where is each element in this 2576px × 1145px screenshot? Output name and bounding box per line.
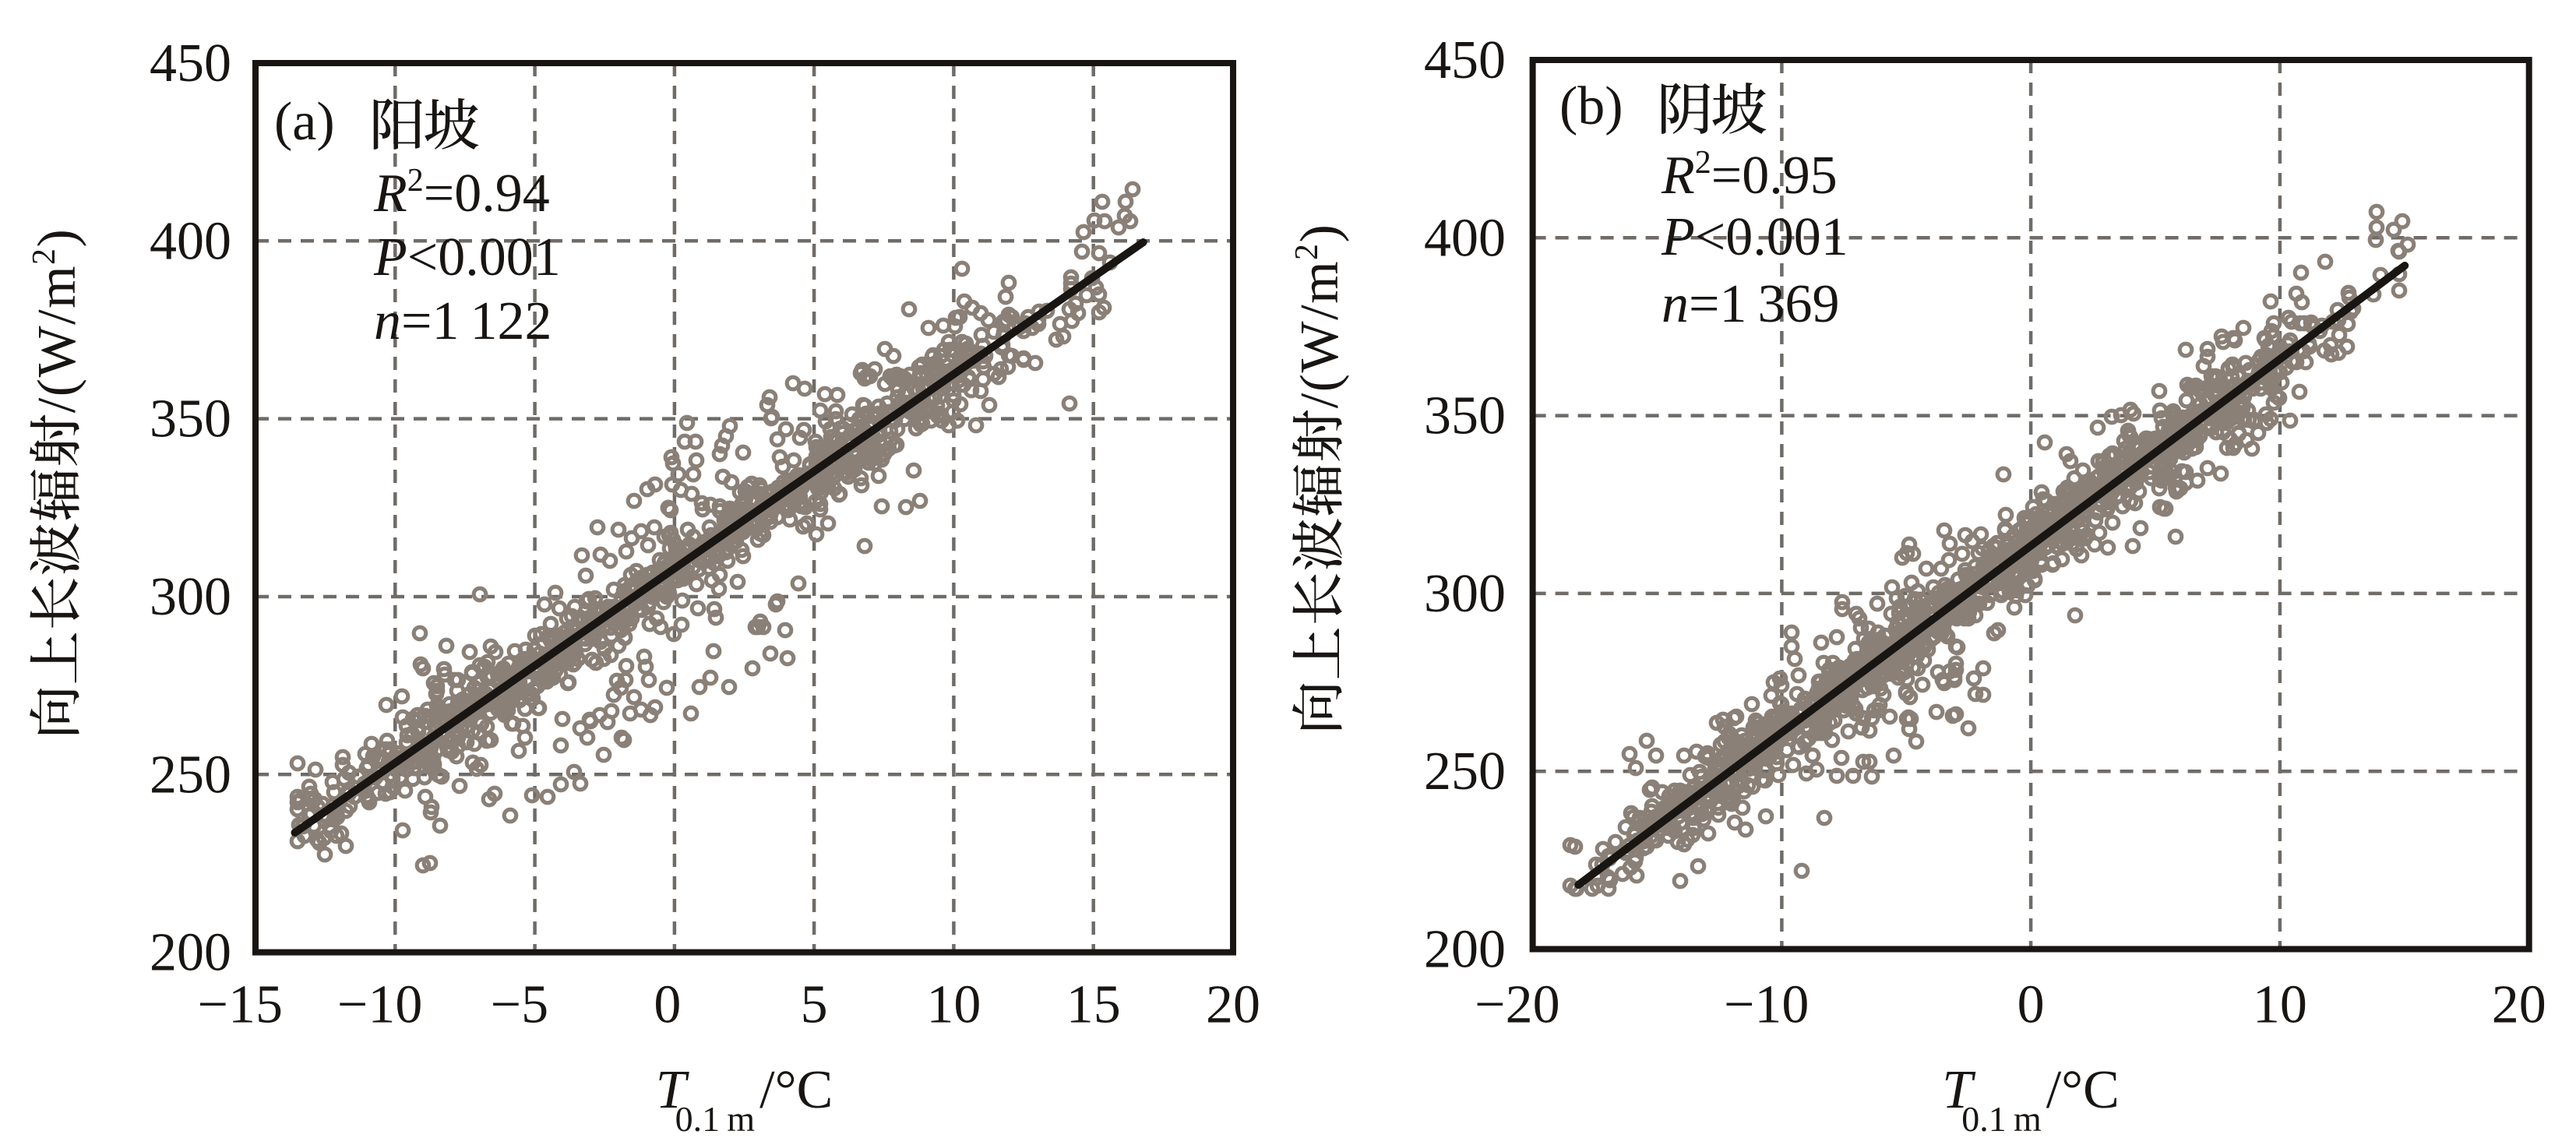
svg-text:350: 350 [150, 389, 231, 449]
svg-text:P<0.001: P<0.001 [373, 227, 561, 287]
svg-text:(b): (b) [1559, 76, 1623, 136]
svg-text:n=1 122: n=1 122 [374, 291, 552, 351]
svg-text:5: 5 [801, 975, 828, 1035]
svg-text:P<0.001: P<0.001 [1661, 207, 1848, 267]
svg-text:10: 10 [2253, 975, 2307, 1035]
svg-text:300: 300 [150, 567, 231, 627]
svg-text:350: 350 [1424, 386, 1506, 446]
svg-text:200: 200 [1424, 920, 1506, 980]
svg-text:T0.1 m/°C: T0.1 m/°C [656, 1060, 833, 1139]
svg-text:450: 450 [150, 33, 231, 93]
svg-text:0: 0 [654, 975, 681, 1035]
svg-text:250: 250 [150, 745, 231, 805]
svg-text:R2=0.94: R2=0.94 [373, 163, 550, 224]
svg-text:10: 10 [926, 975, 981, 1035]
svg-text:n=1 369: n=1 369 [1662, 274, 1840, 334]
svg-text:200: 200 [150, 923, 231, 983]
svg-text:15: 15 [1066, 975, 1121, 1035]
svg-text:−15: −15 [198, 975, 283, 1035]
svg-text:T0.1 m/°C: T0.1 m/°C [1942, 1060, 2120, 1139]
svg-text:−10: −10 [1724, 975, 1809, 1035]
svg-text:(a): (a) [274, 92, 335, 152]
svg-text:−5: −5 [491, 975, 548, 1035]
svg-text:250: 250 [1424, 742, 1506, 802]
svg-text:400: 400 [150, 211, 231, 271]
svg-text:R2=0.95: R2=0.95 [1661, 145, 1838, 206]
svg-text:450: 450 [1424, 30, 1506, 90]
svg-text:−10: −10 [337, 975, 422, 1035]
svg-text:300: 300 [1424, 564, 1506, 624]
svg-text:−20: −20 [1475, 975, 1559, 1035]
svg-text:20: 20 [1206, 975, 1260, 1035]
svg-text:0: 0 [2017, 975, 2045, 1035]
svg-text:20: 20 [2492, 975, 2546, 1035]
svg-text:400: 400 [1424, 208, 1506, 268]
